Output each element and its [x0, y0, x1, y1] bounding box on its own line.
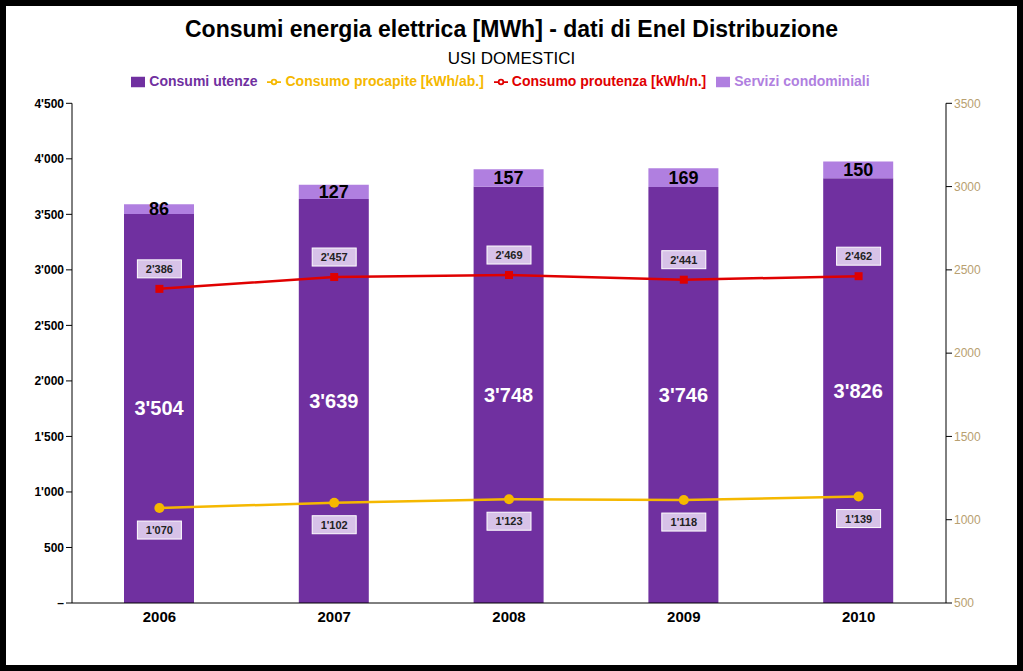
svg-text:3'748: 3'748 — [484, 384, 533, 406]
svg-text:1'123: 1'123 — [495, 515, 522, 527]
svg-text:2006: 2006 — [143, 608, 176, 625]
svg-text:2'000: 2'000 — [34, 374, 64, 388]
svg-text:4'000: 4'000 — [34, 152, 64, 166]
svg-text:3'000: 3'000 — [34, 263, 64, 277]
svg-text:2008: 2008 — [492, 608, 525, 625]
html-text:Servizi condominiali: Servizi condominiali — [734, 73, 870, 89]
svg-text:500: 500 — [44, 541, 64, 555]
svg-text:500: 500 — [954, 596, 974, 610]
svg-text:3'500: 3'500 — [34, 208, 64, 222]
svg-text:–: – — [57, 596, 64, 610]
svg-text:2009: 2009 — [667, 608, 700, 625]
svg-text:1'500: 1'500 — [34, 430, 64, 444]
svg-text:4'500: 4'500 — [34, 97, 64, 111]
svg-text:2500: 2500 — [954, 263, 981, 277]
svg-text:1'139: 1'139 — [845, 513, 872, 525]
svg-text:1'118: 1'118 — [671, 516, 697, 528]
svg-text:3500: 3500 — [954, 97, 981, 111]
svg-text:1000: 1000 — [954, 513, 981, 527]
svg-text:3000: 3000 — [954, 180, 981, 194]
svg-text:3'639: 3'639 — [309, 390, 358, 412]
svg-text:86: 86 — [149, 199, 169, 219]
svg-text:1500: 1500 — [954, 430, 981, 444]
html-text:Consumi energia elettrica [MWh: Consumi energia elettrica [MWh] - dati d… — [185, 16, 838, 42]
svg-text:2'386: 2'386 — [146, 263, 173, 275]
html-text:Consumo proutenza [kWh/n.]: Consumo proutenza [kWh/n.] — [511, 73, 707, 89]
svg-text:3'746: 3'746 — [659, 384, 708, 406]
svg-text:2007: 2007 — [318, 608, 351, 625]
svg-text:2010: 2010 — [842, 608, 875, 625]
svg-text:2'457: 2'457 — [321, 251, 348, 263]
svg-text:157: 157 — [494, 168, 524, 188]
svg-text:1'000: 1'000 — [34, 485, 64, 499]
html-text:Consumo procapite [kWh/ab.]: Consumo procapite [kWh/ab.] — [285, 73, 484, 89]
svg-text:2'500: 2'500 — [34, 319, 64, 333]
svg-text:1'070: 1'070 — [146, 524, 173, 536]
svg-text:2'441: 2'441 — [670, 254, 697, 266]
svg-text:1'102: 1'102 — [321, 519, 348, 531]
svg-text:2'469: 2'469 — [495, 249, 522, 261]
html-text:USI DOMESTICI: USI DOMESTICI — [447, 49, 576, 68]
svg-text:2000: 2000 — [954, 346, 981, 360]
svg-text:150: 150 — [843, 160, 873, 180]
html-text:Consumi utenze: Consumi utenze — [149, 73, 258, 89]
svg-text:127: 127 — [319, 182, 349, 202]
svg-text:3'826: 3'826 — [834, 380, 883, 402]
svg-text:169: 169 — [668, 168, 698, 188]
svg-text:2'462: 2'462 — [845, 250, 872, 262]
svg-text:3'504: 3'504 — [134, 397, 184, 419]
